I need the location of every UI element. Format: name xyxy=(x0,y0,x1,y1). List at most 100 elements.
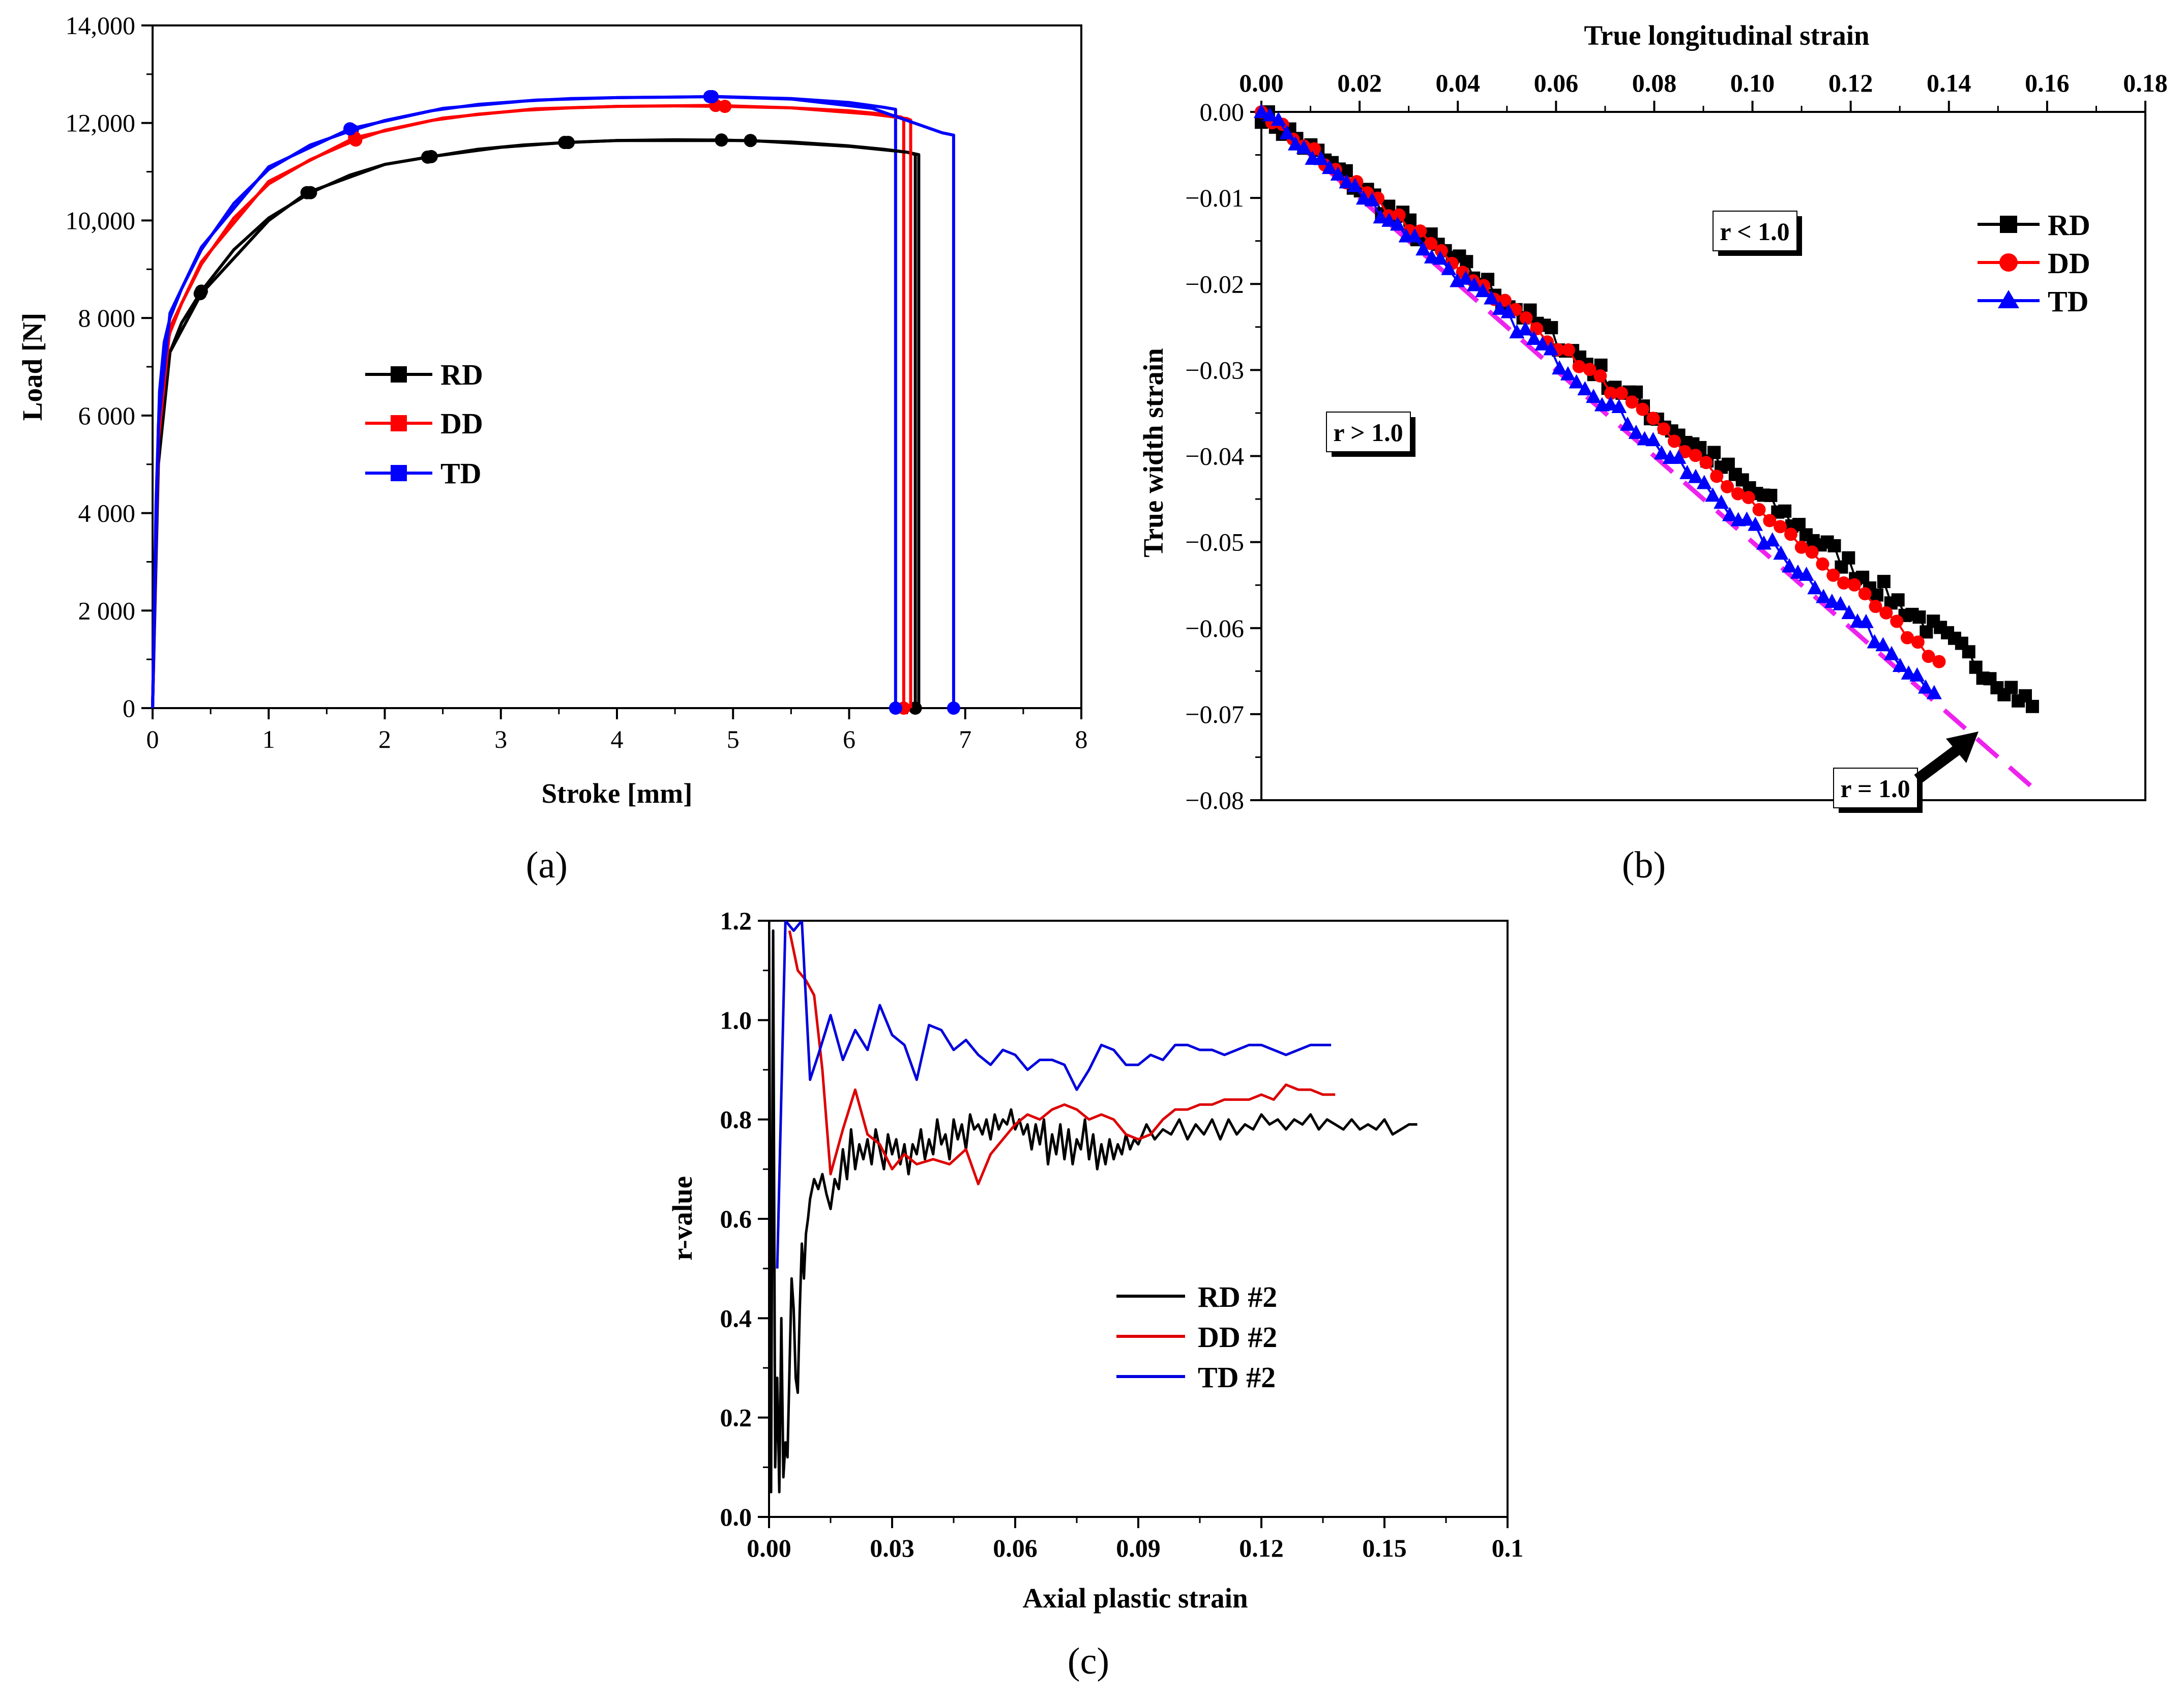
data-point-dd xyxy=(1805,545,1819,559)
data-point-td xyxy=(1764,532,1780,547)
data-point-td xyxy=(1475,283,1491,298)
data-point-td xyxy=(1867,634,1882,649)
data-point-td xyxy=(1577,381,1593,396)
data-point-rd xyxy=(1870,588,1883,602)
data-point-dd xyxy=(1572,360,1586,373)
panel-b-xlabel: True longitudinal strain xyxy=(1584,20,1869,51)
panel-c-legend: RD #2 DD #2 TD #2 xyxy=(1116,1280,1277,1394)
x-tick-label: 0.16 xyxy=(2025,69,2070,97)
data-point-dd xyxy=(1392,208,1406,222)
annotation-box xyxy=(1833,768,1918,808)
data-point-dd xyxy=(1932,655,1946,668)
x-tick-label: 7 xyxy=(959,725,971,753)
data-point-td xyxy=(1892,658,1908,672)
legend-a-dd-label: DD xyxy=(440,407,483,440)
panel-b-series xyxy=(1254,104,2039,713)
data-point-td xyxy=(1552,360,1568,375)
x-tick-label: 0.09 xyxy=(1116,1534,1161,1562)
data-point-rd xyxy=(1545,321,1558,335)
legend-a-td-label: TD xyxy=(440,457,482,490)
data-point-rd2 xyxy=(300,186,314,199)
data-point-dd xyxy=(1678,445,1692,458)
data-point-rd xyxy=(1764,488,1778,502)
data-point-td xyxy=(1833,596,1848,610)
data-point-td xyxy=(1534,336,1550,350)
data-point-rd xyxy=(1842,551,1855,565)
y-tick-label: 0 xyxy=(123,694,135,722)
data-point-td xyxy=(1484,290,1499,305)
data-point-dd xyxy=(1593,369,1607,383)
data-point-td xyxy=(1807,580,1823,595)
data-point-td xyxy=(1909,667,1925,682)
data-point-dd xyxy=(1434,244,1448,257)
data-point-td xyxy=(1492,300,1508,315)
data-point-dd xyxy=(1731,487,1745,501)
panel-a-legend: RD DD TD xyxy=(365,358,483,490)
series-line-dd-2 xyxy=(788,930,1336,1186)
data-point-td xyxy=(1722,507,1737,521)
data-point-td xyxy=(1790,564,1806,579)
data-point-dd xyxy=(1869,600,1882,613)
data-point-td xyxy=(1696,475,1712,489)
annotation-r-lt-1: r < 1.0 xyxy=(1720,217,1789,246)
x-tick-label: 1 xyxy=(262,725,275,753)
data-point-dd xyxy=(1604,387,1618,400)
data-point-dd xyxy=(1837,576,1851,590)
data-point-td xyxy=(1347,178,1363,192)
panel-c: 0.00 0.03 0.06 0.09 0.12 0.15 0.1 0.0 0.2 0.4 0.6 0… xyxy=(667,907,1523,1682)
data-point-td xyxy=(1739,511,1755,526)
data-point-td xyxy=(1296,139,1312,154)
panel-b-annotation-r-gt-1: r > 1.0 xyxy=(1326,412,1415,457)
data-point-rd xyxy=(2025,699,2039,713)
data-point-td xyxy=(1628,424,1644,439)
data-point-td xyxy=(1271,111,1286,126)
data-point-td xyxy=(1339,174,1354,189)
data-point-td xyxy=(1824,594,1840,608)
data-point-dd xyxy=(1752,503,1766,516)
y-tick-label: −0.01 xyxy=(1185,184,1244,212)
data-point-td xyxy=(1381,212,1397,227)
x-tick-label: 0 xyxy=(146,725,159,753)
data-point-dd xyxy=(1710,470,1724,483)
data-point-td xyxy=(1279,125,1295,139)
y-tick-label: 0.0 xyxy=(720,1503,752,1531)
data-point-td xyxy=(1560,366,1576,381)
y-tick-label: 12,000 xyxy=(66,109,136,137)
data-point-rd xyxy=(1877,575,1891,589)
data-point-td xyxy=(1526,330,1542,345)
data-point-dd xyxy=(1308,142,1321,156)
data-point-dd xyxy=(1498,294,1512,307)
data-point-td xyxy=(1858,613,1874,628)
data-point-td xyxy=(1884,646,1900,660)
panel-a-ylabel: Load [N] xyxy=(17,313,48,421)
data-point-dd xyxy=(1847,578,1861,592)
data-point-rd xyxy=(1707,446,1721,459)
panel-c-ticks: 0.00 0.03 0.06 0.09 0.12 0.15 0.1 0.0 0.2 0.4 0.6 0… xyxy=(720,907,1524,1562)
data-point-rd2 xyxy=(193,287,207,301)
data-point-td xyxy=(1262,107,1278,122)
data-point-dd xyxy=(1826,568,1840,582)
data-point-dd xyxy=(1424,237,1438,250)
data-point-dd xyxy=(1890,615,1904,628)
data-point-td xyxy=(1620,416,1636,431)
data-point-dd xyxy=(1689,449,1702,462)
data-point-rd xyxy=(1912,610,1926,624)
data-point-dd xyxy=(1519,311,1533,325)
x-tick-label: 0.03 xyxy=(870,1534,914,1562)
x-tick-label: 0.12 xyxy=(1239,1534,1284,1562)
data-point-td xyxy=(1415,241,1431,256)
legend-a-rd-marker xyxy=(391,366,407,383)
data-point-td xyxy=(1518,321,1533,336)
data-point-dd xyxy=(1763,514,1777,528)
data-point-td xyxy=(1254,104,1269,118)
data-point-td xyxy=(1466,277,1482,291)
data-point-td xyxy=(1330,166,1346,181)
legend-b-dd-label: DD xyxy=(2048,247,2090,280)
legend-c-rd-label: RD #2 xyxy=(1198,1280,1277,1313)
panel-b-ticks: 0.00 0.02 0.04 0.06 0.08 0.10 0.12 0.14 0.16 0.18… xyxy=(1185,69,2167,814)
y-tick-label: 0.8 xyxy=(720,1105,752,1134)
x-tick-label: 0.04 xyxy=(1435,69,1480,97)
series-line-td2 xyxy=(151,95,955,709)
x-tick-label: 0.00 xyxy=(747,1534,791,1562)
data-point-td xyxy=(1714,494,1729,509)
